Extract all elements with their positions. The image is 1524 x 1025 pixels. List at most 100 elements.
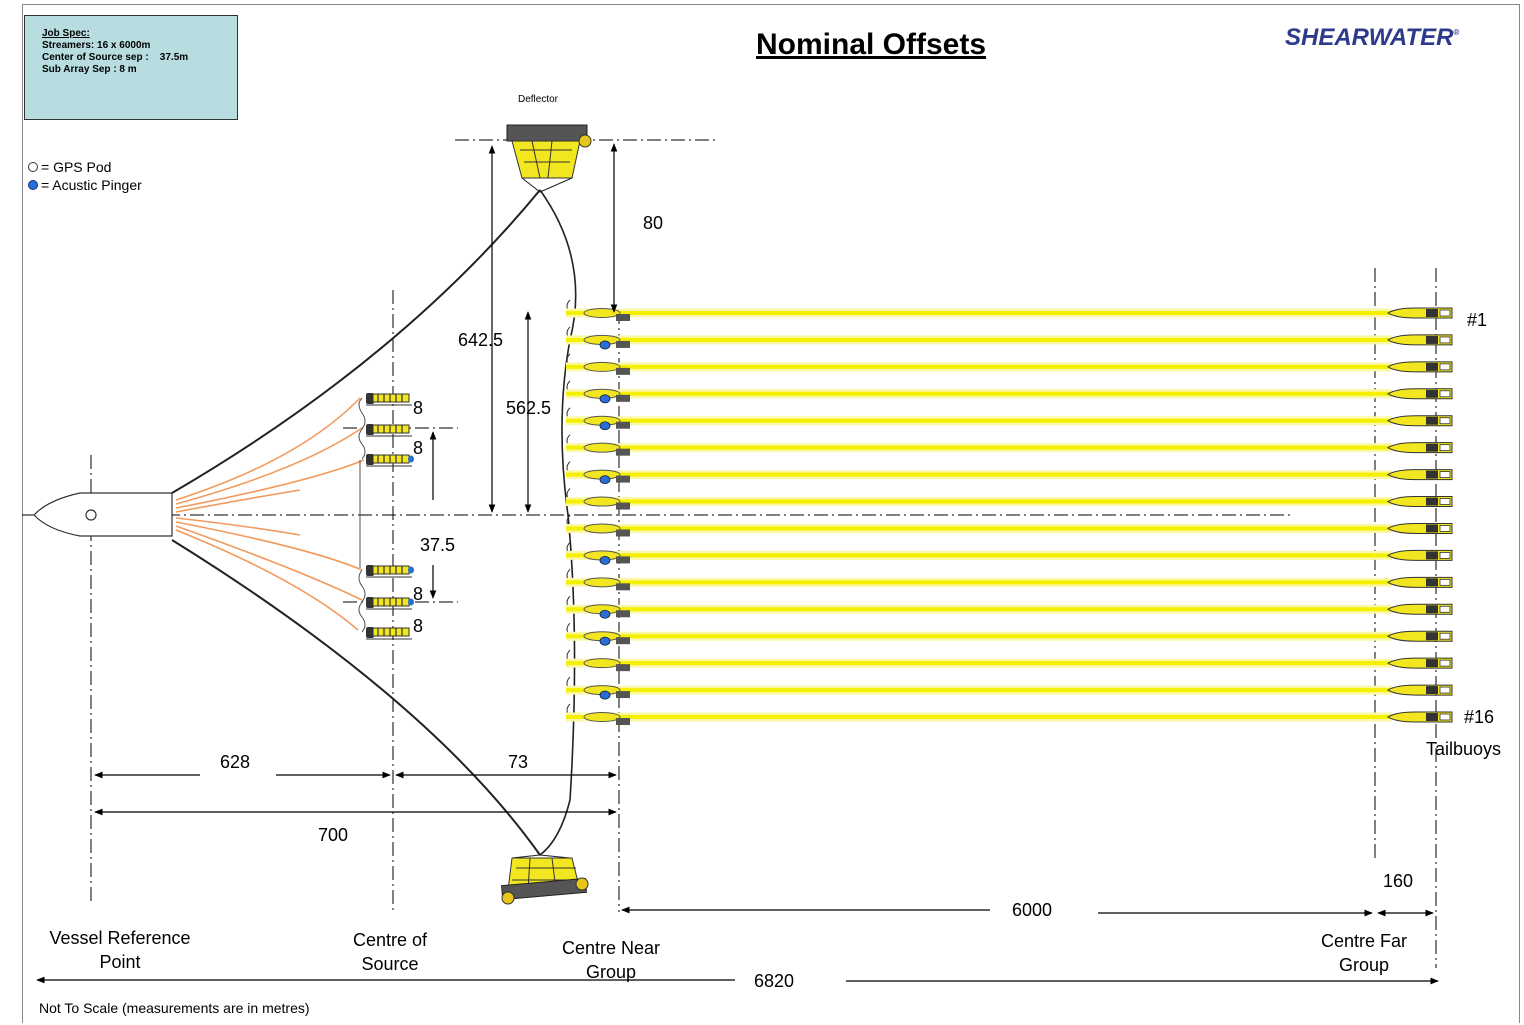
head-float-weight-icon: [616, 502, 630, 510]
streamer-14: [566, 657, 1453, 672]
tailbuoy-housing-icon: [1426, 309, 1438, 317]
gun-umbilicals: [175, 397, 365, 631]
head-float-weight-icon: [616, 583, 630, 591]
streamer-9: [566, 522, 1453, 537]
tailbuoy-gps-icon: [1439, 498, 1451, 505]
streamer-pinger-icon: [599, 421, 611, 431]
logo-registered-mark: ®: [1453, 28, 1460, 37]
streamer-16-label: #16: [1464, 707, 1495, 727]
streamer-6: [566, 442, 1453, 456]
streamer-pinger-icon: [599, 340, 611, 350]
tailbuoy-gps-icon: [1439, 713, 1451, 721]
tailbuoy-housing-icon: [1426, 551, 1438, 560]
head-float-icon: [583, 442, 621, 453]
vessel-reference-line1: Vessel Reference: [49, 928, 191, 948]
centre-source-line1: Centre of: [352, 930, 428, 950]
head-float-weight-icon: [616, 718, 630, 725]
gun-subarray-5: [366, 597, 414, 610]
streamer-2: [566, 334, 1453, 350]
head-float-icon: [583, 496, 621, 507]
head-float-weight-icon: [616, 529, 630, 537]
centre-far-line1: Centre Far: [1320, 931, 1408, 951]
centre-near-line2: Group: [585, 962, 637, 982]
vessel-reference-line2: Point: [99, 952, 141, 972]
spread-rope: [539, 189, 577, 856]
streamer-pinger-icon: [599, 475, 611, 485]
tailbuoy-gps-icon: [1439, 552, 1451, 559]
head-float-weight-icon: [616, 394, 630, 402]
tailbuoy-gps-icon: [1439, 444, 1451, 452]
tailbuoy-housing-icon: [1426, 659, 1438, 668]
tailbuoy-housing-icon: [1426, 605, 1438, 614]
gun-string-icon: [372, 424, 410, 434]
distance-6000-label: 6000: [1012, 900, 1053, 920]
streamer-12: [566, 603, 1453, 619]
gun-pinger-icon: [408, 598, 414, 606]
tailbuoy-housing-icon: [1426, 713, 1438, 721]
tailbuoy-housing-icon: [1426, 389, 1438, 398]
tailbuoy-housing-icon: [1426, 470, 1438, 479]
tailbuoy-gps-icon: [1439, 417, 1451, 425]
vessel-gps-pod-icon: [85, 509, 97, 521]
logo-text: SHEARWATER: [1285, 24, 1454, 51]
gun-float-icon: [366, 597, 374, 608]
centre-source-line2: Source: [361, 954, 419, 974]
streamer-pinger-icon: [599, 609, 611, 619]
head-float-weight-icon: [616, 610, 630, 618]
tailbuoy-housing-icon: [1426, 632, 1438, 641]
head-float-icon: [583, 712, 621, 722]
page-title: Nominal Offsets: [756, 28, 987, 61]
streamer-10: [566, 549, 1453, 565]
airgun-subarrays: [358, 393, 414, 640]
gun-subarray-4: [366, 565, 414, 578]
gun-string-icon: [372, 393, 410, 403]
centre-of-source-label: Centre of Source: [330, 928, 450, 976]
subarray-sep-label-4: 8: [413, 616, 424, 636]
distance-73-label: 73: [508, 752, 529, 772]
dimension-arrows: [36, 143, 1439, 985]
subarray-sep-label-2: 8: [413, 438, 424, 458]
subarray-sep-label-3: 8: [413, 584, 424, 604]
gps-pod-icon: [28, 162, 38, 172]
legend-gps-label: = GPS Pod: [41, 159, 112, 175]
tailbuoy-housing-icon: [1426, 416, 1438, 425]
deflector-bottom-icon: [501, 854, 589, 905]
acoustic-pinger-icon: [28, 180, 38, 190]
tailbuoy-gps-icon: [1439, 659, 1451, 667]
centre-far-line2: Group: [1338, 955, 1390, 975]
legend: = GPS Pod = Acustic Pinger: [28, 158, 142, 194]
distance-6820-label: 6820: [754, 971, 795, 991]
tailbuoy-gps-icon: [1439, 471, 1451, 479]
tailbuoys-label: Tailbuoys: [1426, 739, 1502, 759]
gun-subarray-6: [366, 627, 412, 640]
gun-float-icon: [366, 393, 374, 404]
head-float-icon: [583, 361, 621, 372]
page-frame: [22, 4, 1520, 1023]
tailbuoy-housing-icon: [1426, 497, 1438, 506]
job-spec-box: Job Spec: Streamers: 16 x 6000m Center o…: [24, 15, 238, 120]
streamer-1: [566, 307, 1453, 321]
offset-80-label: 80: [643, 213, 664, 233]
source-separation-label: 37.5: [420, 535, 456, 555]
streamer-5: [566, 415, 1453, 431]
shearwater-logo: SHEARWATER®: [1285, 24, 1459, 52]
gun-subarray-1: [366, 393, 412, 406]
centre-far-group-label: Centre Far Group: [1300, 929, 1428, 977]
legend-pinger-label: = Acustic Pinger: [41, 177, 142, 193]
offset-642-5-label: 642.5: [458, 330, 504, 350]
tailbuoy-housing-icon: [1426, 335, 1438, 344]
streamer-spread: [566, 307, 1453, 725]
gun-float-icon: [366, 454, 374, 465]
tailbuoy-housing-icon: [1426, 362, 1438, 371]
tailbuoy-housing-icon: [1426, 578, 1438, 587]
head-float-icon: [583, 577, 621, 588]
gun-pinger-icon: [408, 455, 414, 463]
tailbuoy-gps-icon: [1439, 363, 1451, 371]
head-float-weight-icon: [616, 314, 630, 321]
head-float-weight-icon: [616, 448, 630, 456]
head-float-weight-icon: [616, 664, 630, 672]
streamer-7: [566, 469, 1453, 485]
source-bridle-bottom: [358, 569, 366, 633]
tailbuoy-gps-icon: [1439, 686, 1451, 694]
job-spec-source-sep: Center of Source sep : 37.5m: [42, 52, 189, 63]
